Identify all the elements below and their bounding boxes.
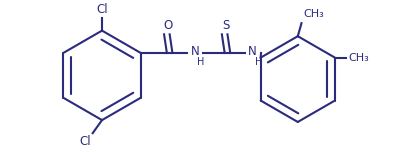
Text: S: S <box>222 19 229 33</box>
Text: N: N <box>248 45 257 58</box>
Text: Cl: Cl <box>96 3 108 16</box>
Text: N: N <box>191 45 199 58</box>
Text: H: H <box>254 57 262 67</box>
Text: CH₃: CH₃ <box>348 53 369 63</box>
Text: H: H <box>197 57 204 67</box>
Text: Cl: Cl <box>79 135 91 148</box>
Text: CH₃: CH₃ <box>303 9 324 19</box>
Text: O: O <box>163 19 172 33</box>
